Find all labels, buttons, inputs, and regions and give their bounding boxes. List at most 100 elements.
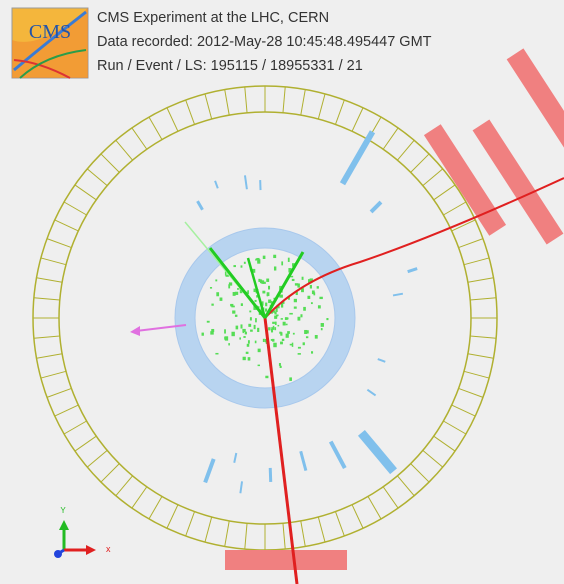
hcal-segment: [224, 520, 230, 547]
tracker-hit: [280, 303, 284, 308]
tracker-hit: [224, 336, 229, 341]
hcal-segment: [458, 387, 484, 398]
tracker-hit: [284, 317, 288, 320]
hcal-segment: [131, 486, 148, 509]
tracker-hit: [233, 265, 236, 268]
hcal-segment: [131, 127, 148, 150]
tracker-hit: [302, 342, 305, 346]
tracker-hit: [297, 353, 301, 355]
tracker-hit: [295, 291, 298, 296]
hcal-segment: [46, 387, 72, 398]
tracker-hit: [262, 281, 266, 284]
tracker-hit: [289, 377, 292, 381]
tracker-hit: [249, 318, 252, 321]
tracker-hit: [246, 343, 250, 347]
tracker-hit: [234, 291, 239, 295]
muon-chamber: [225, 550, 347, 570]
tracker-hit: [273, 254, 277, 259]
hcal-segment: [185, 99, 196, 125]
hcal-segment: [185, 511, 196, 537]
ecal-deposit: [233, 452, 238, 463]
hcal-segment: [433, 435, 456, 452]
tracker-hit: [268, 299, 272, 304]
hcal-segment: [451, 219, 476, 232]
hcal-segment: [463, 257, 490, 266]
tracker-hit: [311, 290, 315, 295]
tracker-hit: [257, 306, 260, 309]
hcal-segment: [204, 516, 213, 543]
tracker-hit: [258, 278, 261, 282]
tracker-hit: [289, 312, 293, 315]
tracker-hit: [249, 310, 252, 313]
tracker-hit: [240, 324, 243, 329]
hcal-segment: [74, 184, 97, 201]
hcal-segment: [367, 496, 382, 520]
tracker-hit: [265, 302, 268, 307]
tracks: [130, 177, 564, 584]
hcal-segment: [86, 168, 108, 186]
tracker-hit: [273, 266, 277, 271]
hcal-segment: [54, 404, 79, 417]
tracker-hit: [262, 255, 266, 259]
tracker-hit: [259, 279, 263, 284]
tracker-hit: [256, 257, 260, 261]
tracker-hit: [250, 329, 253, 332]
tracker-hit: [289, 343, 293, 346]
tracker-hit: [314, 334, 318, 339]
hcal-segment: [282, 86, 286, 113]
tracker-hit: [243, 336, 246, 338]
hcal-segment: [470, 335, 497, 339]
hcal-segment: [148, 116, 163, 140]
tracker-hit: [254, 340, 257, 344]
muon-chamber: [506, 48, 564, 152]
tracker-hit: [297, 316, 301, 321]
tracker-hit: [219, 297, 223, 301]
hcal-segment: [166, 107, 179, 132]
tracker-hit: [215, 352, 219, 355]
tracker-hit: [275, 307, 278, 313]
tracker-hit: [243, 261, 246, 264]
tracker-hit: [242, 356, 246, 361]
tracker-hit: [228, 284, 231, 289]
tracker-hit: [288, 268, 292, 273]
ecal-deposit: [369, 200, 383, 214]
tracker-hit: [303, 306, 306, 311]
tracker-hit: [268, 285, 271, 290]
tracker-hit: [231, 331, 235, 337]
tracker-hit: [319, 296, 323, 300]
hcal-segment: [40, 370, 67, 379]
tracker-hit: [317, 305, 321, 309]
tracker-hit: [320, 323, 324, 327]
hcal-segment: [334, 99, 345, 125]
tracker-hit: [244, 331, 247, 335]
tracker-hit: [228, 343, 230, 346]
hcal-segment: [382, 486, 399, 509]
tracker-hit: [300, 314, 303, 318]
tracker-hit: [301, 276, 304, 280]
tracker-hit: [326, 318, 329, 321]
tracker-hit: [291, 342, 294, 347]
ecal-deposit: [377, 358, 386, 363]
jet: [263, 251, 305, 319]
tracker-hit: [265, 308, 268, 312]
tracker-hit: [290, 275, 294, 278]
tracker-hit: [247, 340, 250, 344]
hcal-segment: [467, 277, 494, 283]
tracker-hit: [248, 323, 252, 327]
tracker-hit: [266, 278, 270, 282]
tracker-hit: [201, 332, 204, 336]
hcal-segment: [410, 463, 430, 483]
tracker-hit: [257, 259, 261, 264]
tracker-hit: [254, 299, 257, 302]
tracker-hit: [280, 341, 283, 345]
hcal-segment: [40, 257, 67, 266]
tracker-hit: [232, 310, 236, 314]
tracker-hit: [237, 288, 240, 290]
tracker-hit: [239, 289, 243, 294]
tracker-hit: [281, 301, 285, 304]
tracker-hit: [297, 283, 300, 288]
tracker-hit: [257, 327, 260, 332]
hcal-segment: [33, 297, 60, 301]
tracker-hit: [301, 288, 304, 293]
